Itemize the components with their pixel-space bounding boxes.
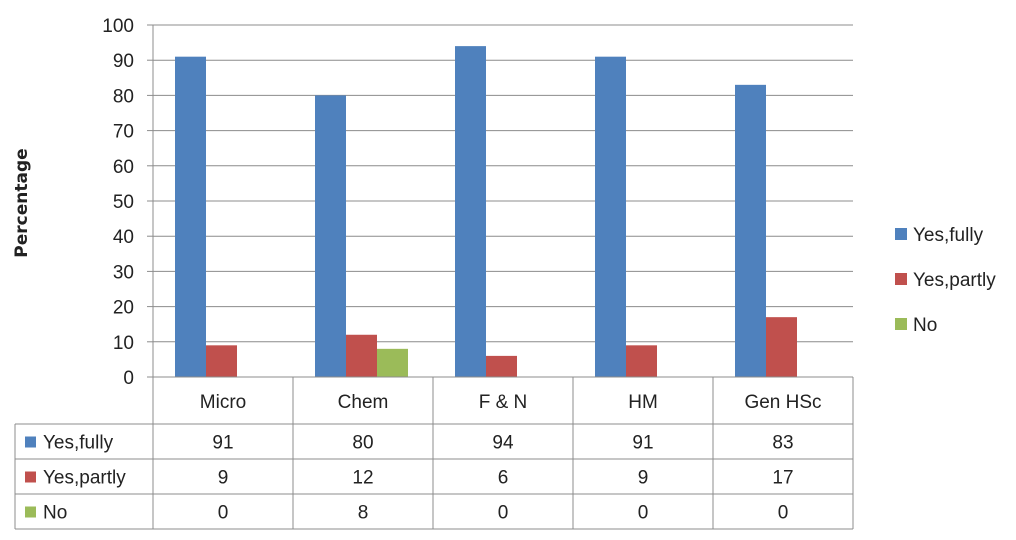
legend-swatch: [895, 273, 907, 285]
legend: Yes,fully Yes,partly No: [895, 225, 996, 336]
y-tick-label: 40: [113, 227, 134, 248]
table-cell-value: 17: [772, 468, 793, 489]
y-tick-label: 60: [113, 157, 134, 178]
x-category-label: Gen HSc: [744, 392, 821, 413]
bar: [315, 95, 346, 378]
table-cell-value: 94: [492, 433, 514, 454]
table-series-label: Yes,fully: [43, 433, 114, 454]
table-series-label: No: [43, 503, 67, 524]
table-series-swatch: [25, 436, 36, 448]
table-series-swatch: [25, 506, 36, 518]
table-cell-value: 0: [638, 503, 649, 524]
table-series-swatch: [25, 471, 36, 483]
table-cell-value: 8: [358, 503, 369, 524]
bars: [175, 46, 797, 378]
bar: [626, 345, 657, 377]
legend-swatch: [895, 228, 907, 240]
bar: [175, 56, 206, 378]
table-cell-value: 91: [632, 433, 653, 454]
bar: [346, 334, 377, 377]
y-tick-label: 50: [113, 192, 134, 213]
y-tick-label: 30: [113, 262, 134, 283]
table-cell-value: 83: [772, 433, 793, 454]
table-cell-value: 9: [638, 468, 649, 489]
x-category-label: Chem: [338, 392, 389, 413]
y-tick-label: 10: [113, 333, 134, 354]
bar: [595, 56, 626, 378]
table-cell-value: 0: [498, 503, 509, 524]
legend-swatch: [895, 318, 907, 330]
table-cell-value: 6: [498, 468, 509, 489]
bar: [455, 46, 486, 378]
axes: 0 10 20 30 40 50 60 70 80 90 100: [102, 16, 853, 389]
x-category-label: F & N: [479, 392, 528, 413]
table-cell-value: 80: [352, 433, 373, 454]
x-category-label: Micro: [200, 392, 246, 413]
bar: [766, 317, 797, 377]
table-cell-value: 0: [778, 503, 789, 524]
bar: [377, 348, 408, 377]
grid-lines: [153, 24, 853, 343]
table-cell-value: 12: [352, 468, 373, 489]
y-tick-label: 90: [113, 51, 134, 72]
table-cell-value: 9: [218, 468, 229, 489]
legend-label: Yes,fully: [913, 225, 984, 246]
y-tick-label: 80: [113, 86, 134, 107]
legend-label: No: [913, 315, 937, 336]
bar: [206, 345, 237, 377]
x-category-label: HM: [628, 392, 658, 413]
y-tick-label: 70: [113, 122, 134, 143]
y-tick-label: 0: [123, 368, 134, 389]
table-series-label: Yes,partly: [43, 468, 126, 489]
table-cell-value: 91: [212, 433, 233, 454]
y-tick-label: 20: [113, 298, 134, 319]
bar: [486, 355, 517, 377]
y-axis-label: Percentage: [12, 148, 32, 257]
bar: [735, 84, 766, 377]
legend-label: Yes,partly: [913, 270, 996, 291]
y-tick-label: 100: [102, 16, 134, 37]
table-cell-value: 0: [218, 503, 229, 524]
